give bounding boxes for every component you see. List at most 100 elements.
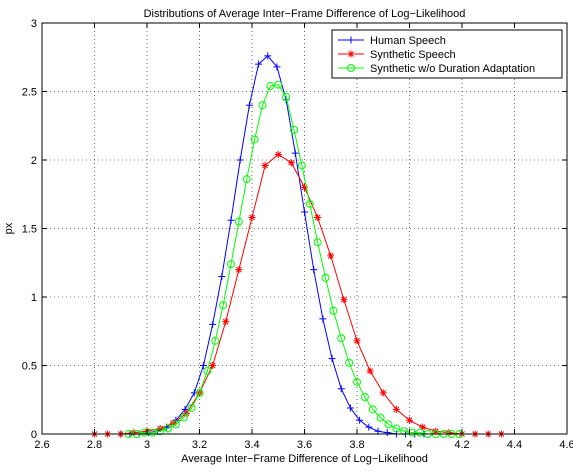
data-point [164,424,172,433]
data-point [392,424,401,433]
data-point [445,429,453,437]
data-point [337,385,345,393]
y-tick-label: 0 [31,429,37,441]
data-point [250,135,259,144]
data-point [416,428,424,437]
data-point [195,388,204,397]
data-point [297,161,306,170]
y-tick-label: 0.5 [22,361,37,373]
data-point [301,208,308,216]
x-tick-label: 4.4 [507,439,522,451]
data-point [329,306,338,315]
data-point [365,423,373,431]
data-point [319,315,327,323]
legend-item: Synthetic w/o Duration Adaptation [338,63,535,75]
x-tick-label: 4.6 [559,439,573,451]
y-tick-label: 1 [31,292,37,304]
data-point [360,393,369,402]
data-point [321,273,330,282]
data-point [266,82,275,91]
data-point [179,413,188,422]
legend-label: Synthetic Speech [370,49,456,61]
x-tick-label: 3.8 [349,439,364,451]
x-tick-label: 4.2 [454,439,469,451]
data-point [273,63,281,71]
data-point [383,429,391,437]
data-point [368,405,377,414]
data-point [346,404,354,412]
x-tick-label: 3.2 [192,439,207,451]
data-point [222,318,230,326]
data-point [290,125,298,134]
x-tick-label: 3 [144,439,150,451]
data-point [305,199,314,208]
data-point [245,101,253,109]
data-point [258,101,267,110]
data-point [274,80,283,89]
data-point [392,405,400,413]
x-tick-label: 3.4 [244,439,259,451]
data-point [234,217,243,226]
x-tick-label: 3.6 [297,439,312,451]
data-point [400,427,409,436]
data-point [327,252,335,260]
legend-marker [347,50,355,58]
x-tick-label: 4 [406,439,412,451]
legend-item: Human Speech [338,35,446,47]
legend-label: Human Speech [370,35,446,47]
data-point [432,427,440,435]
data-point [408,428,417,437]
data-point [340,296,348,304]
data-point [156,425,164,433]
data-point [419,423,427,431]
data-point [248,214,256,222]
data-point [384,420,393,429]
data-point [345,358,354,367]
axis-ticks: 2.6 2.8 3 3.2 3.4 3.6 3.8 4 4.2 4.4 4.6 0 0.5 1 1.5 2 2.… [22,18,573,451]
data-point [209,320,217,328]
series-line [94,153,502,435]
data-point [236,156,244,164]
data-point [218,272,226,280]
data-point [287,159,295,167]
y-axis-label: px [3,222,15,234]
data-point [356,416,364,424]
data-point [169,419,177,427]
y-tick-label: 1.5 [22,224,37,236]
data-point [255,60,263,68]
data-point [353,377,361,386]
y-tick-label: 2.5 [22,87,37,99]
data-point [235,266,243,274]
legend-marker [347,36,355,44]
data-point [227,216,235,224]
series-3 [124,80,464,438]
data-point [379,389,387,397]
data-point [203,366,212,375]
data-point [187,403,196,412]
data-point [291,149,299,157]
data-point [261,161,269,169]
data-point [171,420,180,429]
series-group [91,52,505,438]
data-point [310,266,318,274]
data-point [130,429,138,437]
data-point [182,409,190,417]
y-tick-label: 2 [31,155,37,167]
data-point [211,336,220,345]
data-point [313,238,322,247]
chart-title: Distributions of Average Inter−Frame Dif… [144,8,466,20]
x-tick-label: 2.6 [34,439,49,451]
data-point [227,260,235,269]
data-point [209,362,217,369]
y-tick-label: 3 [31,18,37,30]
data-point [337,334,346,343]
x-axis-label: Average Inter−Frame Difference of Log−Li… [181,453,428,465]
data-point [376,413,385,422]
legend-item: Synthetic Speech [338,49,456,61]
data-point [140,428,149,437]
data-point [301,183,308,191]
data-point [156,427,165,436]
data-point [353,337,361,345]
